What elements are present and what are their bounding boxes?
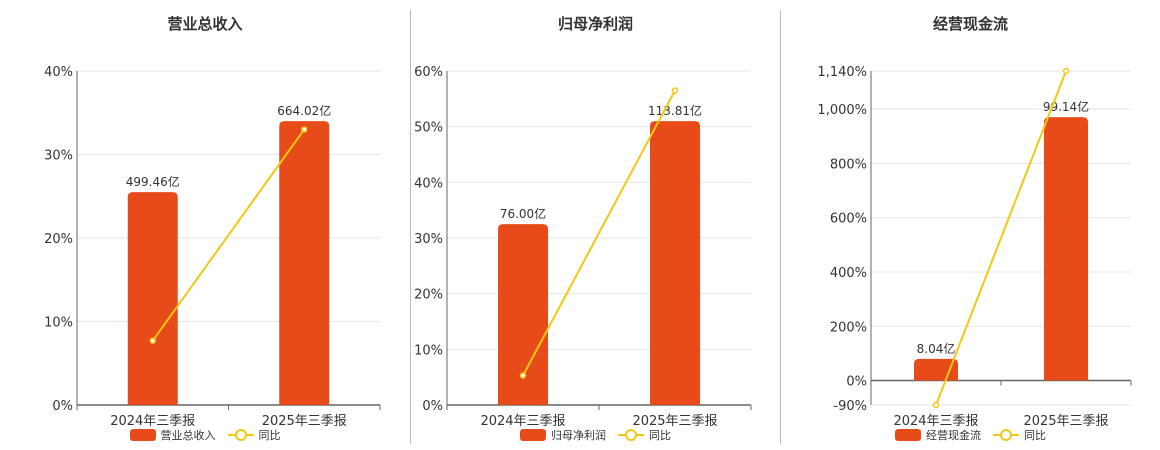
chart-title: 归母净利润 xyxy=(557,15,633,33)
y-tick-label: 20% xyxy=(44,232,73,247)
yoy-line xyxy=(151,128,306,342)
y-tick-label: 40% xyxy=(414,176,443,191)
legend-item-bar[interactable]: 营业总收入 xyxy=(129,427,216,443)
x-category-label: 2025年三季报 xyxy=(632,414,717,429)
yoy-line xyxy=(935,70,1067,406)
y-tick-label: 40% xyxy=(44,65,73,80)
legend: 经营现金流 同比 xyxy=(781,427,1160,443)
y-tick-label: 0% xyxy=(846,375,867,390)
legend-bar-label: 经营现金流 xyxy=(926,429,981,442)
y-tick-label: 1,140% xyxy=(817,65,867,80)
bar xyxy=(1044,117,1088,381)
legend: 营业总收入 同比 xyxy=(0,427,410,443)
legend-bar-swatch xyxy=(520,429,546,441)
yoy-point xyxy=(149,337,156,344)
chart-panel-net-profit: 归母净利润 0% 10% 20% 30% 40% 50% 60% 76.00亿 113.81亿 2… xyxy=(411,0,780,450)
chart-panel-revenue: 营业总收入 0% 10% 20% 30% 40% 499.46亿 664.02亿 2024年三… xyxy=(0,0,410,450)
chart-svg: 0% 10% 20% 30% 40% 499.46亿 664.02亿 2024年三季报 2025… xyxy=(44,65,381,429)
y-tick-label: 10% xyxy=(44,316,73,331)
y-tick-label: 20% xyxy=(414,288,443,303)
legend-line-label: 同比 xyxy=(258,429,281,442)
bar xyxy=(498,224,548,405)
y-tick-label: 400% xyxy=(830,266,867,281)
chart-panel-cash-flow: 经营现金流 -90% 0% 200% 400% 600% 800% 1,000% 1,140%… xyxy=(781,0,1160,450)
y-tick-label: 60% xyxy=(414,65,443,80)
legend-item-bar[interactable]: 经营现金流 xyxy=(895,427,981,443)
legend-bar-label: 营业总收入 xyxy=(160,429,216,442)
chart-title: 经营现金流 xyxy=(932,15,1008,33)
bar-data-label: 664.02亿 xyxy=(277,103,331,118)
bar-data-label: 8.04亿 xyxy=(917,341,956,356)
y-tick-label: 30% xyxy=(44,149,73,164)
legend-bar-label: 归母净利润 xyxy=(551,429,606,442)
y-tick-label: 800% xyxy=(830,157,867,172)
legend-line-swatch xyxy=(227,429,254,441)
yoy-point xyxy=(1062,67,1070,75)
legend-line-swatch xyxy=(618,429,644,441)
legend-bar-swatch xyxy=(129,429,156,441)
y-tick-label: 0% xyxy=(422,399,443,414)
yoy-point xyxy=(301,126,308,133)
legend-line-swatch xyxy=(993,429,1019,441)
legend-item-line[interactable]: 同比 xyxy=(618,427,671,443)
chart-svg: 0% 10% 20% 30% 40% 50% 60% 76.00亿 113.81亿 2024年三季… xyxy=(414,65,752,429)
x-category-label: 2024年三季报 xyxy=(110,414,195,429)
y-tick-label: 30% xyxy=(414,232,443,247)
bar xyxy=(650,121,700,405)
x-category-label: 2025年三季报 xyxy=(262,414,347,429)
yoy-line xyxy=(522,90,676,376)
panel-divider xyxy=(410,10,411,444)
y-tick-label: 600% xyxy=(830,212,867,227)
legend-item-line[interactable]: 同比 xyxy=(993,427,1046,443)
bar xyxy=(127,192,178,405)
legend-bar-swatch xyxy=(895,429,921,441)
bar-data-label: 113.81亿 xyxy=(648,103,702,118)
x-category-label: 2024年三季报 xyxy=(480,414,565,429)
x-category-label: 2025年三季报 xyxy=(1023,414,1108,429)
y-tick-label: 50% xyxy=(414,121,443,136)
bar xyxy=(914,358,958,381)
legend-line-label: 同比 xyxy=(1024,429,1046,442)
chart-title: 营业总收入 xyxy=(167,15,243,33)
yoy-point xyxy=(519,372,527,379)
y-tick-label: 200% xyxy=(830,320,867,335)
y-tick-label: -90% xyxy=(833,399,867,414)
bar-data-label: 76.00亿 xyxy=(500,206,546,221)
legend-item-bar[interactable]: 归母净利润 xyxy=(520,427,606,443)
yoy-point xyxy=(932,401,940,409)
legend: 归母净利润 同比 xyxy=(411,427,780,443)
y-tick-label: 1,000% xyxy=(817,103,867,118)
y-tick-label: 0% xyxy=(52,399,73,414)
legend-line-label: 同比 xyxy=(649,429,671,442)
yoy-point xyxy=(671,87,679,94)
x-category-label: 2024年三季报 xyxy=(893,414,978,429)
bar-data-label: 499.46亿 xyxy=(126,174,180,189)
panel-divider xyxy=(780,10,781,444)
bar xyxy=(279,121,330,405)
chart-svg: -90%0%200%400%600%800%1,000%1,140%8.04亿9… xyxy=(817,65,1132,429)
legend-item-line[interactable]: 同比 xyxy=(227,427,281,443)
y-tick-label: 10% xyxy=(414,343,443,358)
